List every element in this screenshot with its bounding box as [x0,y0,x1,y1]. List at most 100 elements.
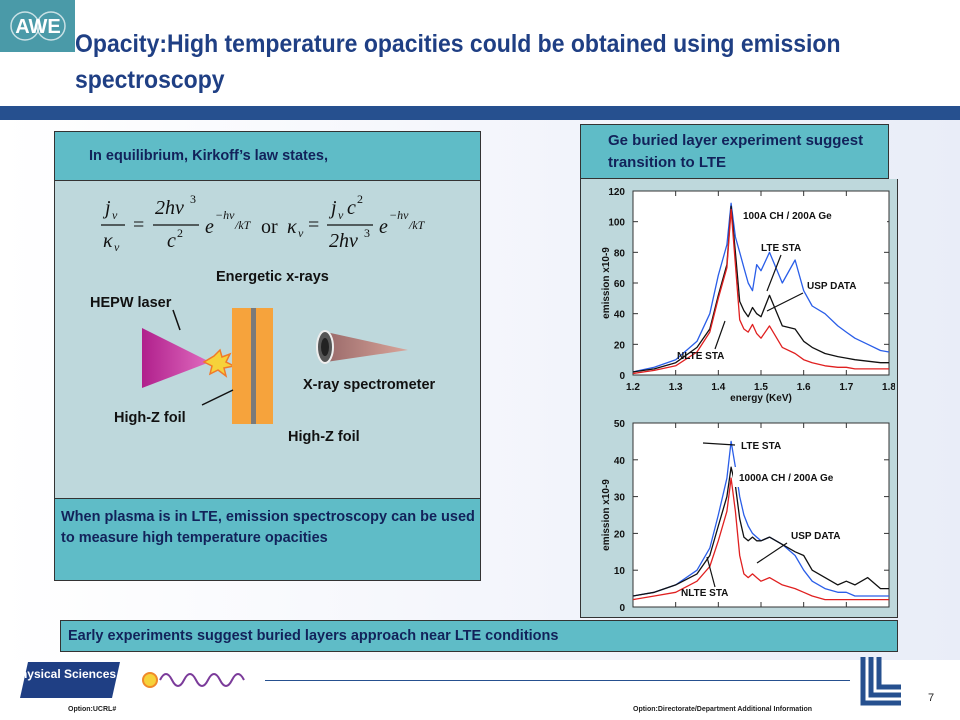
conclusion-text: Early experiments suggest buried layers … [68,628,559,644]
label-hepw-laser: HEPW laser [90,295,172,311]
footer-left-text: Option:UCRL# [68,706,117,713]
legend-box-text: 100A CH / 200A Ge [743,211,832,222]
svg-text:or: or [261,216,278,238]
svg-text:ν: ν [114,240,120,254]
y-axis-label: emission x10-9 [601,247,612,319]
awe-logo-mark: AWE [9,11,66,41]
llnl-logo [860,657,901,706]
xray-spectrometer-lens [321,338,329,356]
x-tick-label: 1.7 [839,382,853,393]
y-tick-label: 120 [608,187,625,198]
svg-text:2hν: 2hν [329,230,358,252]
title-divider [0,106,960,120]
y-tick-label: 80 [614,248,626,259]
legend-box [733,467,885,487]
label-highz-foil-right: High-Z foil [288,429,360,445]
svg-text:c: c [167,230,176,252]
svg-text:/kT: /kT [408,218,426,232]
annotation-usp-data: USP DATA [791,531,840,542]
annotation-usp-data: USP DATA [807,281,856,292]
footer-right-text: Option:Directorate/Department Additional… [633,706,813,713]
annotation-nlte-sta: NLTE STA [681,588,728,599]
x-tick-label: 1.5 [754,382,768,393]
svg-text:ν: ν [338,208,344,222]
label-highz-foil-left: High-Z foil [114,410,186,426]
page-number: 7 [928,692,935,704]
annotation-nlte-sta: NLTE STA [677,351,724,362]
y-tick-label: 40 [614,456,626,467]
chart-top: 0 20 40 60 80 100 120 1.2 1.3 1.4 1.5 1.6 1.7 1.8 ener… [601,187,895,404]
annotation-pointer [714,320,726,350]
footer-divider [265,680,850,681]
highz-foil-pointer [201,389,234,406]
svg-text:j: j [328,197,337,219]
svg-text:/kT: /kT [234,218,252,232]
experiment-diagram [142,308,408,424]
hepw-laser-beam [142,328,210,388]
series-usp-data [632,205,889,373]
annotation-pointer [756,542,788,564]
x-tick-label: 1.8 [882,382,895,393]
legend-box [737,205,887,225]
slide-title: Opacity:High temperature opacities could… [75,30,841,94]
highz-foil-core [251,308,256,424]
series-lte-sta [632,440,889,597]
y-tick-label: 0 [619,371,625,382]
y-tick-label: 60 [614,279,626,290]
svg-text:ν: ν [298,226,304,240]
y-tick-label: 100 [608,218,625,229]
label-xray-spectrometer: X-ray spectrometer [303,377,436,393]
chart-bottom: 0 10 20 30 40 50 emission x10-9 1000A CH / 200A… [601,419,890,614]
annotation-pointer [766,254,782,292]
left-panel-header: In equilibrium, Kirkoff’s law states, [54,131,481,181]
xray-spectrometer-cone [326,332,408,362]
x-tick-label: 1.3 [669,382,683,393]
left-panel-footer-text: When plasma is in LTE, emission spectros… [61,509,475,546]
svg-text:j: j [102,197,111,219]
hepw-laser-pointer [172,309,181,331]
svg-text:e: e [379,216,388,238]
annotation-pointer [702,442,736,446]
annotation-lte-sta: LTE STA [741,441,781,452]
right-panel-header: Ge buried layer experiment suggest trans… [580,124,889,179]
svg-text:−hν: −hν [215,208,235,222]
legend-box-text: 1000A CH / 200A Ge [739,473,834,484]
svg-text:e: e [205,216,214,238]
y-tick-label: 10 [614,566,626,577]
svg-text:κ: κ [287,216,297,238]
y-tick-label: 0 [619,603,625,614]
left-panel-header-text: In equilibrium, Kirkoff’s law states, [89,148,329,164]
svg-text:ν: ν [112,208,118,222]
series-lte-sta [632,202,890,373]
y-tick-label: 50 [614,419,626,430]
svg-text:=: = [133,214,144,236]
x-tick-label: 1.4 [711,382,725,393]
awe-logo: AWE [0,0,75,52]
svg-text:Physical Sciences: Physical Sciences [20,667,116,681]
svg-text:2: 2 [357,192,363,206]
x-tick-label: 1.2 [626,382,640,393]
svg-text:3: 3 [190,192,196,206]
annotation-pointer [706,556,716,588]
plot-area-1 [632,422,890,608]
svg-text:−hν: −hν [389,208,409,222]
svg-text:3: 3 [364,226,370,240]
svg-text:2hν: 2hν [155,197,184,219]
conclusion-bar: Early experiments suggest buried layers … [60,620,898,652]
annotation-pointer [766,292,804,312]
y-tick-label: 20 [614,529,626,540]
annotation-lte-sta: LTE STA [761,243,801,254]
y-tick-label: 20 [614,340,626,351]
x-axis-label: energy (KeV) [730,393,792,404]
physical-sciences-logo: Physical Sciences [20,662,260,698]
svg-text:=: = [308,214,319,236]
highz-foil-left-plate [232,308,251,424]
series-usp-data [632,466,889,597]
right-panel-header-text: Ge buried layer experiment suggest trans… [608,132,864,171]
y-axis-label: emission x10-9 [601,479,612,551]
left-panel-footer: When plasma is in LTE, emission spectros… [54,498,481,581]
x-tick-label: 1.6 [797,382,811,393]
plasma-burst [202,348,237,378]
y-tick-label: 40 [614,310,626,321]
